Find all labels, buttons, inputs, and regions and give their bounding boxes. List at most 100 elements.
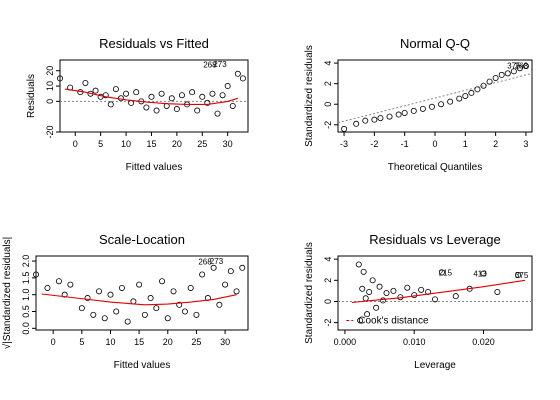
x-axis-label: Fitted values [114,360,171,371]
x-tick-label: 0.000 [334,337,357,347]
x-tick-label: 15 [134,337,144,347]
point-label: 375 [507,62,521,71]
data-point [362,295,369,302]
y-axis-label: Standardized residuals [304,242,315,344]
data-point [113,308,120,315]
x-tick-label: 10 [105,337,115,347]
plot-title: Scale-Location [99,232,185,247]
data-point [141,311,148,318]
data-point [377,115,384,122]
data-point [494,288,501,295]
data-point [357,317,364,324]
x-tick-label: 0 [432,139,437,149]
data-point [176,301,183,308]
y-tick-label: -2 [323,121,333,129]
data-point [187,284,194,291]
plot-frame [337,59,533,133]
data-point [224,83,231,90]
x-tick-label: 15 [146,139,156,149]
data-point [101,315,108,322]
data-point [204,295,211,302]
data-point [57,75,64,82]
data-point [210,264,217,271]
y-axis-label: Residuals [26,74,37,118]
y-tick-label: 0.5 [21,305,31,318]
panel-scale-location: Scale-Location 0 5 10 15 20 25 30 0.0 0.5 1.0 1.5 2.… [1,232,249,371]
x-tick-label: 20 [163,337,173,347]
x-tick-label: 25 [191,337,201,347]
plot-title: Residuals vs Fitted [99,36,209,51]
data-point [418,286,425,293]
data-point [395,111,402,118]
data-point [480,82,487,89]
data-point [133,89,140,96]
data-point [341,125,348,132]
data-point [486,78,493,85]
data-point [438,101,445,108]
data-point [492,75,499,82]
data-point [123,90,130,97]
data-point [359,285,366,292]
data-point [371,116,378,123]
x-axis-label: Theoretical Quantiles [388,162,483,173]
point-label: 268 [203,61,217,70]
y-tick-label: -20 [45,125,55,138]
data-point [92,87,99,94]
data-point [401,109,408,116]
y-tick-label: 2 [323,81,333,86]
x-tick-label: 1 [463,139,468,149]
data-point [227,268,234,275]
data-point [61,291,68,298]
data-point [199,93,206,100]
data-point [193,311,200,318]
x-tick-label: -1 [401,139,409,149]
point-label: 268 [515,62,529,71]
data-point [55,278,62,285]
y-tick-label: 2 [323,278,333,283]
x-axis-label: Leverage [414,360,456,371]
x-tick-label: 20 [172,139,182,149]
data-point [510,68,517,75]
data-point [380,297,387,304]
smooth-line [351,279,526,304]
data-point [376,283,383,290]
data-point [204,99,211,106]
data-point [383,289,390,296]
data-point [504,70,511,77]
x-tick-label: 10 [121,139,131,149]
data-point [515,272,522,279]
data-point [168,95,175,102]
data-point [428,103,435,110]
data-point [194,107,201,114]
data-point [209,90,216,97]
data-point [353,120,360,127]
x-tick-label: 5 [98,139,103,149]
data-point [456,95,463,102]
data-point [90,311,97,318]
data-point [82,79,89,86]
data-point [468,89,475,96]
x-tick-label: 0 [73,139,78,149]
data-point [112,86,119,93]
data-point [229,102,236,109]
y-tick-label: 4 [323,257,333,262]
data-point [362,117,369,124]
data-point [118,284,125,291]
data-point [147,295,154,302]
plot-frame [59,59,249,133]
data-point [107,291,114,298]
reference-line [337,72,533,124]
y-axis-label: Standardized residuals [304,45,315,147]
y-tick-label: 0 [323,102,333,107]
data-point [364,311,371,318]
data-point [447,98,454,105]
y-tick-label: 0 [45,99,55,104]
data-point [360,268,367,275]
data-point [516,65,523,72]
y-tick-label: 4 [323,61,333,66]
data-point [410,107,417,114]
y-tick-label: 1.0 [21,288,31,301]
data-point [369,277,376,284]
data-point [199,271,206,278]
x-tick-label: 30 [223,139,233,149]
